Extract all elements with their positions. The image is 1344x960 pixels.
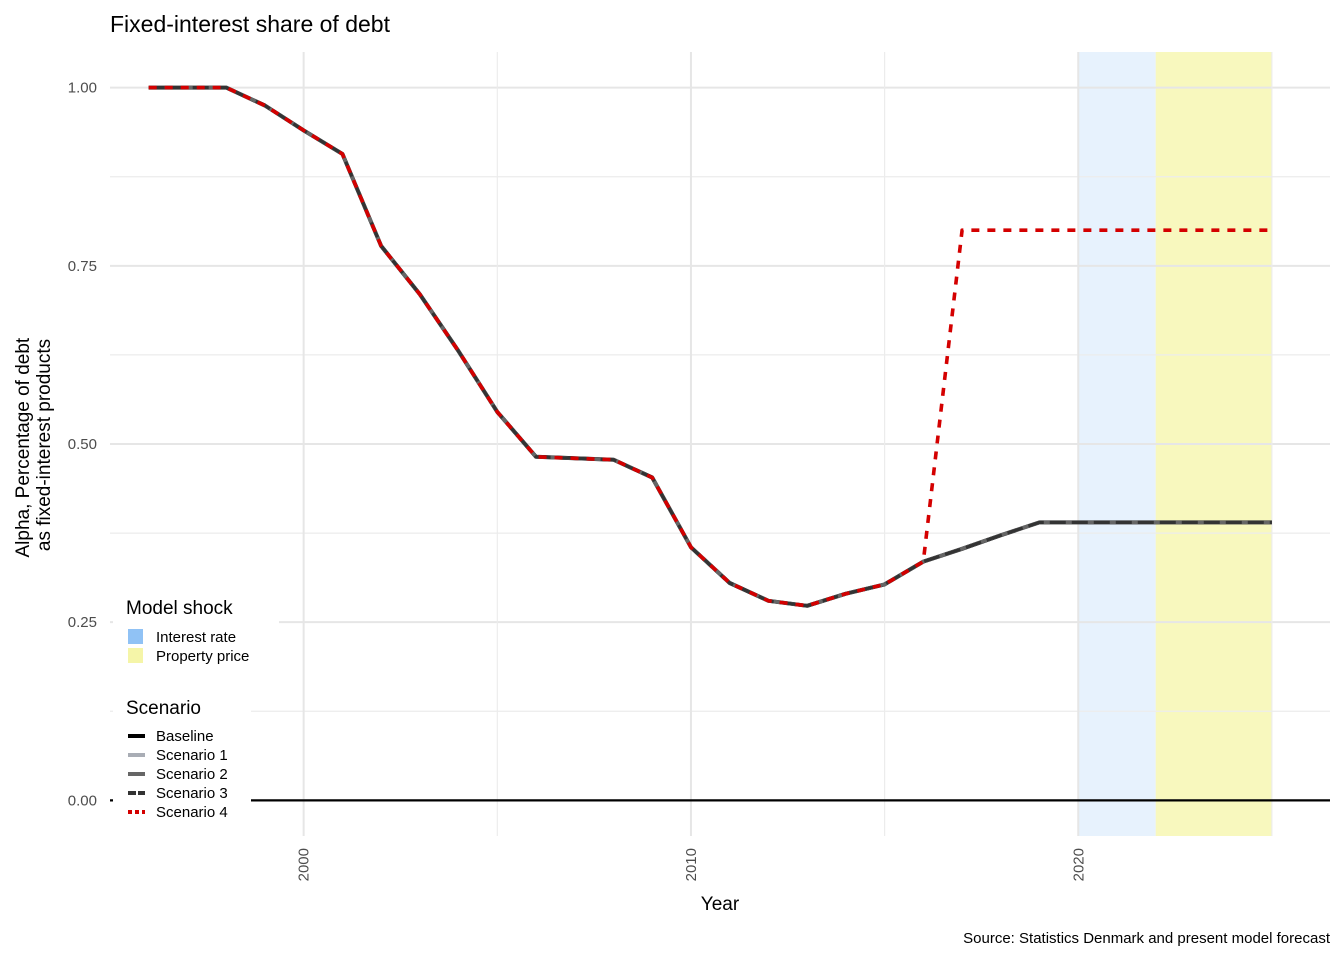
- series-line-scenario-3: [148, 85, 1272, 608]
- legend-label-interest-rate: Interest rate: [156, 629, 236, 646]
- legend-key-interest-rate: [128, 629, 143, 644]
- chart-caption: Source: Statistics Denmark and present m…: [963, 930, 1331, 947]
- grid-lines: [110, 52, 1330, 836]
- y-tick-label: 1.00: [68, 80, 97, 97]
- x-tick-label: 2020: [1070, 848, 1087, 881]
- legend-label-scenario-1: Scenario 1: [156, 747, 228, 764]
- legend-label-scenario-2: Scenario 2: [156, 766, 228, 783]
- legend-scenario-title: Scenario: [126, 698, 201, 719]
- x-tick-labels: 2000 2010 2020: [296, 848, 1088, 881]
- y-axis-title-line-2: as fixed-interest products: [34, 339, 55, 551]
- legend-label-property-price: Property price: [156, 648, 249, 665]
- y-tick-label: 0.00: [68, 792, 97, 809]
- legend-scenario-background: [113, 688, 251, 828]
- legend-key-property-price: [128, 648, 143, 663]
- series-line-scenario-4: [148, 85, 1272, 608]
- legend-shock-items: Interest rate Property price: [128, 629, 249, 665]
- y-tick-label: 0.25: [68, 614, 97, 631]
- y-tick-labels: 0.00 0.25 0.50 0.75 1.00: [68, 80, 97, 810]
- y-axis-title-line-1: Alpha, Percentage of debt: [13, 337, 34, 557]
- legend-scenario-items: Baseline Scenario 1 Scenario 2 Scenario 3 Sc…: [128, 728, 228, 821]
- x-tick-label: 2000: [296, 848, 313, 881]
- legend-shock-title: Model shock: [126, 598, 233, 619]
- y-axis-title: Alpha, Percentage of debt as fixed-inter…: [13, 333, 55, 558]
- y-tick-label: 0.50: [68, 436, 97, 453]
- series-lines: [148, 85, 1272, 608]
- legend-label-scenario-4: Scenario 4: [156, 804, 228, 821]
- legend-label-baseline: Baseline: [156, 728, 214, 745]
- chart-title: Fixed-interest share of debt: [110, 11, 391, 37]
- legend-label-scenario-3: Scenario 3: [156, 785, 228, 802]
- x-tick-label: 2010: [683, 848, 700, 881]
- x-axis-title: Year: [701, 894, 740, 915]
- y-tick-label: 0.75: [68, 258, 97, 275]
